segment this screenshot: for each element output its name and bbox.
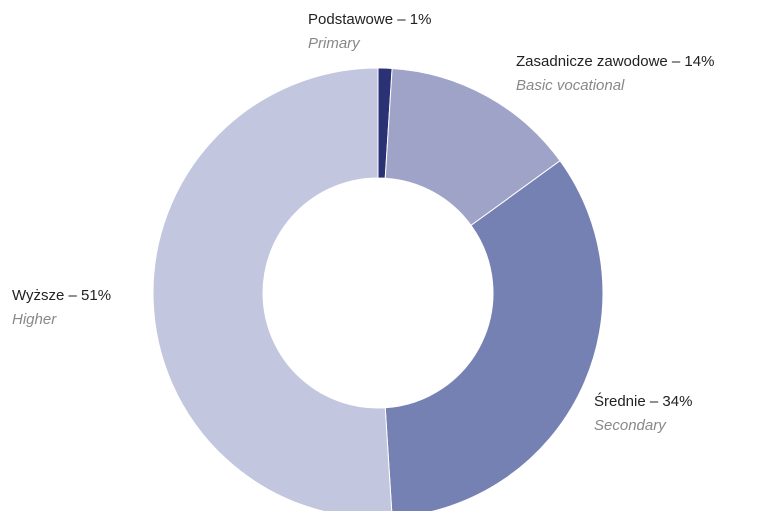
donut-slice <box>384 160 604 511</box>
slice-label: Średnie – 34% <box>594 392 692 410</box>
slice-label: Podstawowe – 1% <box>308 11 431 28</box>
slice-label: Zasadnicze zawodowe – 14% <box>516 53 714 70</box>
slice-sublabel: Basic vocational <box>516 77 625 94</box>
slice-label: Wyższe – 51% <box>12 287 111 304</box>
slice-sublabel: Secondary <box>594 417 667 434</box>
slice-sublabel: Primary <box>308 35 361 52</box>
slice-sublabel: Higher <box>12 311 57 328</box>
donut-slice <box>152 67 393 511</box>
